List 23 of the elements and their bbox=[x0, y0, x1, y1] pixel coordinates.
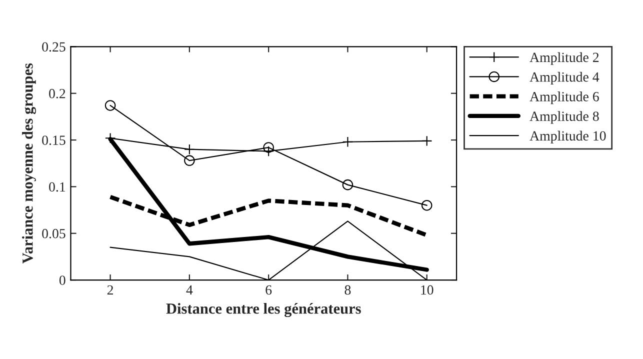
point bbox=[263, 142, 274, 153]
legend-label: Amplitude 4 bbox=[530, 72, 600, 85]
x-tick-label: 2 bbox=[107, 285, 114, 295]
y-tick-label: 0 bbox=[59, 276, 66, 285]
point bbox=[342, 179, 354, 190]
y-axis-title: Variance moyenne des groupes bbox=[22, 63, 36, 264]
y-tick-label: 0.2 bbox=[49, 88, 66, 98]
legend-label: Amplitude 6 bbox=[530, 92, 599, 104]
legend-label: Amplitude 2 bbox=[530, 52, 599, 65]
x-tick-label: 6 bbox=[266, 285, 272, 295]
x-tick-label: 8 bbox=[344, 285, 351, 295]
y-tick-label: 0.15 bbox=[42, 136, 66, 146]
y-tick-label: 0.25 bbox=[42, 42, 66, 52]
x-axis-title: Distance entre les générateurs bbox=[166, 303, 361, 318]
x-tick-label: 4 bbox=[186, 285, 193, 295]
y-tick-label: 0.1 bbox=[49, 182, 66, 192]
x-tick-label: 10 bbox=[421, 285, 434, 295]
y-tick-label: 0.05 bbox=[42, 228, 66, 238]
point bbox=[184, 155, 195, 166]
legend-label: Amplitude 8 bbox=[530, 111, 599, 124]
point bbox=[104, 100, 116, 111]
point bbox=[421, 200, 432, 211]
legend-label: Amplitude 10 bbox=[530, 130, 606, 144]
